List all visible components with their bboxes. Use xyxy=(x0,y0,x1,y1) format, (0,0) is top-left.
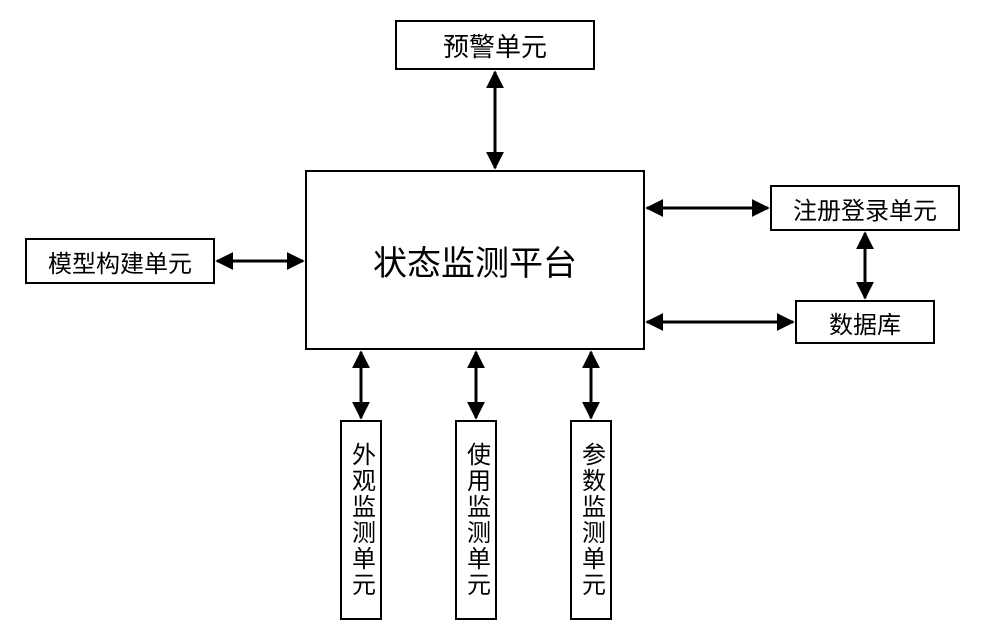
node-bottom2-label: 使用监测单元 xyxy=(459,442,494,598)
node-bottom3-label: 参数监测单元 xyxy=(574,442,609,598)
node-right2-label: 数据库 xyxy=(829,305,901,340)
node-bottom1-label: 外观监测单元 xyxy=(344,442,379,598)
node-top: 预警单元 xyxy=(395,20,595,70)
node-right2: 数据库 xyxy=(795,300,935,344)
node-bottom1: 外观监测单元 xyxy=(340,420,382,620)
node-center: 状态监测平台 xyxy=(305,170,645,350)
node-bottom2: 使用监测单元 xyxy=(455,420,497,620)
node-top-label: 预警单元 xyxy=(443,27,547,64)
node-center-label: 状态监测平台 xyxy=(373,236,577,285)
node-left: 模型构建单元 xyxy=(25,238,215,284)
node-right1-label: 注册登录单元 xyxy=(793,191,937,226)
node-bottom3: 参数监测单元 xyxy=(570,420,612,620)
node-left-label: 模型构建单元 xyxy=(48,244,192,279)
node-right1: 注册登录单元 xyxy=(770,185,960,231)
